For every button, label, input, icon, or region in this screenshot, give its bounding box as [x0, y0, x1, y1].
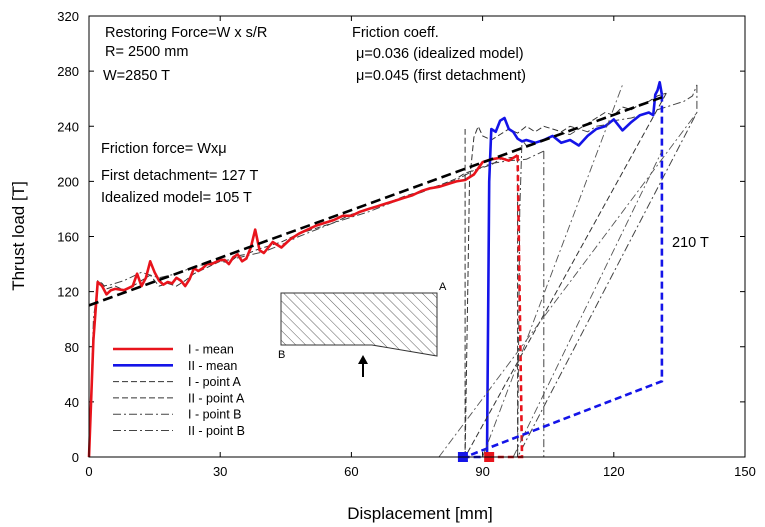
- legend-label: I - point A: [188, 375, 241, 389]
- y-tick-label: 80: [65, 340, 79, 355]
- unloading-line: [482, 84, 623, 458]
- x-tick-label: 90: [475, 464, 489, 479]
- series-layer: [87, 80, 698, 462]
- y-tick-label: 320: [57, 9, 79, 24]
- legend-label: II - point B: [188, 424, 245, 438]
- first-detachment-annotation: First detachment= 127 T: [101, 168, 258, 184]
- x-tick-label: 150: [734, 464, 756, 479]
- plot-frame: [88, 15, 746, 458]
- unloading-line: [512, 150, 663, 458]
- point-b-label: B: [278, 349, 285, 361]
- weight-annotation: W=2850 T: [103, 68, 170, 84]
- x-tick-label: 120: [603, 464, 625, 479]
- y-tick-label: 160: [57, 230, 79, 245]
- idealized-model-line: [88, 96, 663, 307]
- radius-annotation: R= 2500 mm: [105, 44, 188, 60]
- legend: I - mean II - mean I - point A II - point A…: [113, 343, 245, 438]
- restoring-force-annotation: Restoring Force=W x s/R: [105, 25, 267, 41]
- series-line-i-point-a: [88, 156, 518, 458]
- y-tick-label: 200: [57, 174, 79, 189]
- series-line-i-mean: [87, 154, 519, 458]
- y-tick-label: 240: [57, 119, 79, 134]
- cross-section-shape: [280, 292, 438, 357]
- legend-label: II - point A: [188, 391, 245, 405]
- friction-force-annotation: Friction force= Wxμ: [101, 141, 227, 157]
- idealized-model-annotation: Idealized model= 105 T: [101, 190, 252, 206]
- series-line-ii-point-a: [464, 92, 667, 458]
- return-leg-ii-point-b: [517, 84, 698, 458]
- legend-label: II - mean: [188, 359, 237, 373]
- friction-coeff-title: Friction coeff.: [352, 25, 439, 41]
- y-tick-label: 280: [57, 64, 79, 79]
- y-tick-label: 0: [72, 450, 79, 465]
- y-tick-label: 40: [65, 395, 79, 410]
- series-line-i-point-b: [88, 150, 545, 458]
- unloading-line: [438, 112, 698, 458]
- x-tick-label: 0: [85, 464, 92, 479]
- label-210-annotation: 210 T: [672, 235, 709, 251]
- x-axis-title: Displacement [mm]: [347, 504, 492, 523]
- mu-first-annotation: μ=0.045 (first detachment): [356, 68, 526, 84]
- load-arrow-icon: [358, 355, 368, 364]
- legend-label: I - point B: [188, 408, 242, 422]
- cross-section-sketch: A B: [278, 281, 447, 377]
- x-tick-label: 60: [344, 464, 358, 479]
- legend-label: I - mean: [188, 343, 234, 357]
- y-tick-label: 120: [57, 285, 79, 300]
- series-line-ii-mean: [485, 80, 664, 458]
- mu-idealized-annotation: μ=0.036 (idealized model): [356, 46, 524, 62]
- y-axis-title: Thrust load [T]: [9, 181, 28, 291]
- tick-labels: 0 30 60 90 120 150 0 40 80 120 160 200 240 280 320: [57, 9, 756, 479]
- x-tick-label: 30: [213, 464, 227, 479]
- point-a-label: A: [439, 281, 447, 293]
